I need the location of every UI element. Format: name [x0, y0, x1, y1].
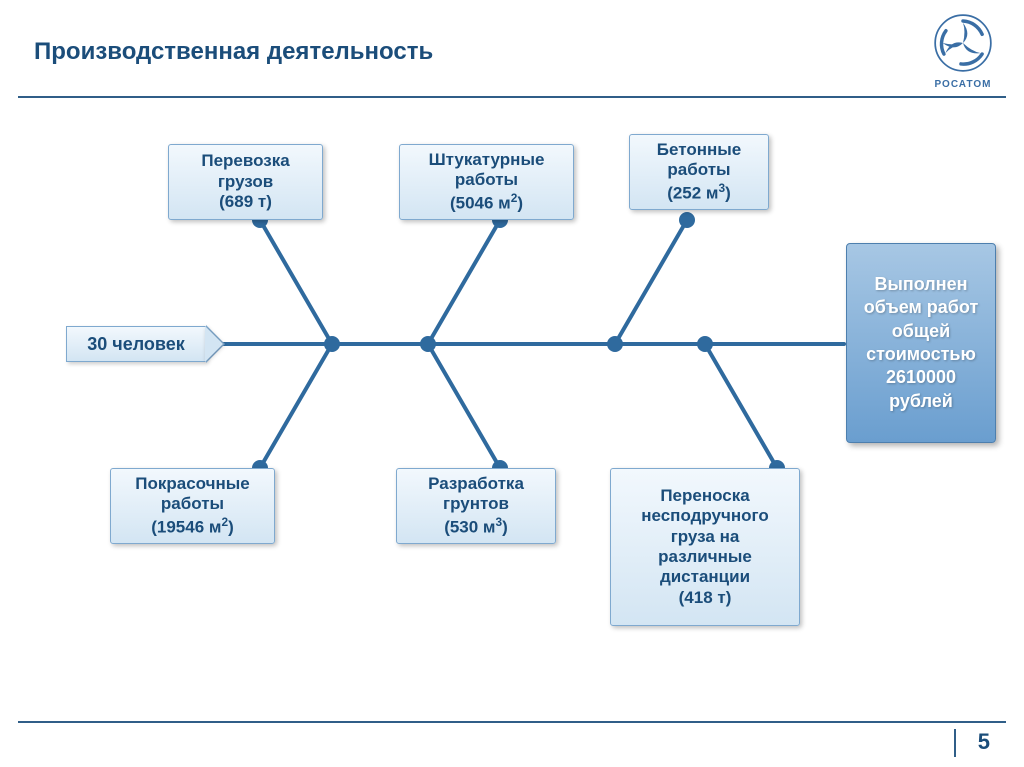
activity-box-bot-2: Разработкагрунтов(530 м3) — [396, 468, 556, 544]
activity-box-top-1: Перевозкагрузов(689 т) — [168, 144, 323, 220]
activity-box-bot-3: Переносканесподручногогруза наразличныед… — [610, 468, 800, 626]
activity-box-top-2: Штукатурныеработы(5046 м2) — [399, 144, 574, 220]
activity-box-top-3: Бетонныеработы(252 м3) — [629, 134, 769, 210]
fishbone-result: Выполненобъем работобщейстоимостью261000… — [846, 243, 996, 443]
page-number: 5 — [978, 729, 990, 755]
footer-divider — [18, 721, 1006, 723]
fishbone-head: 30 человек — [66, 326, 206, 362]
page-number-separator — [954, 729, 956, 757]
activity-box-bot-1: Покрасочныеработы(19546 м2) — [110, 468, 275, 544]
